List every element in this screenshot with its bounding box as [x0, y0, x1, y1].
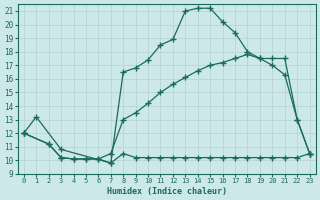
X-axis label: Humidex (Indice chaleur): Humidex (Indice chaleur)	[107, 187, 227, 196]
